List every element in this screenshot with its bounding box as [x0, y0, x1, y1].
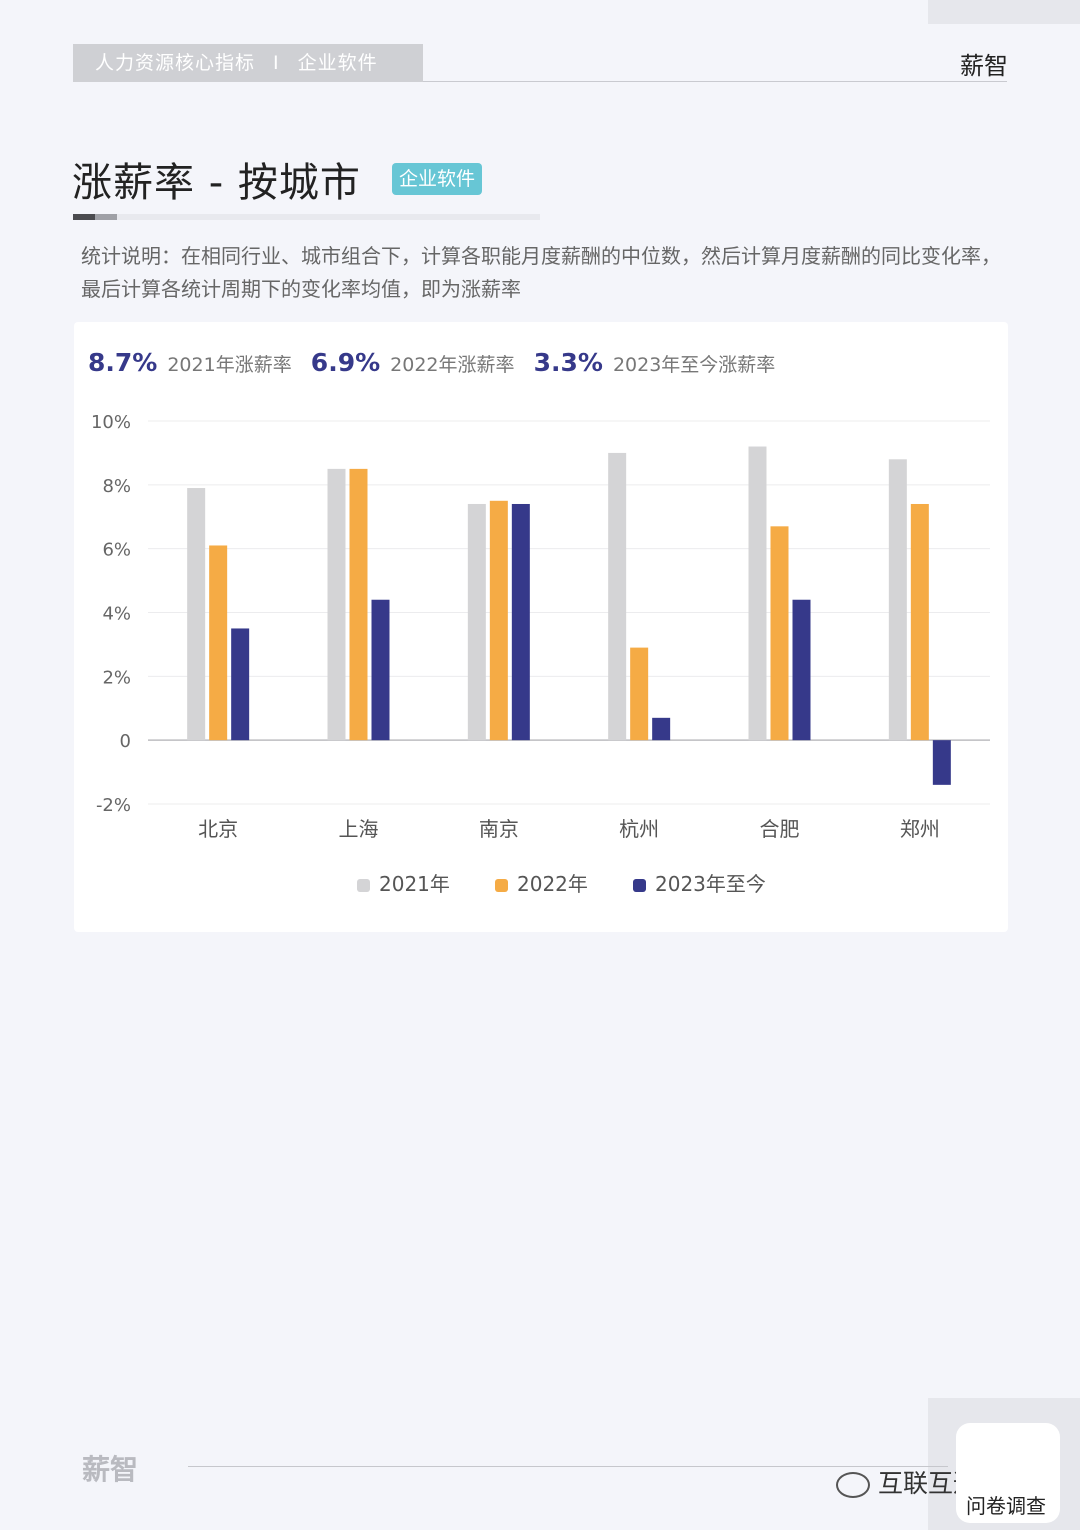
- bar-2022年-杭州: [630, 647, 649, 741]
- bar-2021年-北京: [187, 488, 206, 741]
- legend-label: 2023年至今: [655, 872, 766, 896]
- corner-decoration-top: [928, 0, 1080, 24]
- stat-2022-value: 6.9%: [310, 348, 381, 377]
- legend-swatch: [633, 879, 646, 892]
- bar-2021年-南京: [467, 503, 486, 741]
- stat-2023-label: 2023年至今涨薪率: [612, 354, 776, 376]
- bar-2022年-合肥: [770, 526, 789, 741]
- salary-increase-bar-chart: 10% 8% 6% 4% 2% 0 -2% 北京 上海 南京 杭州 合肥 郑州 2021年 2022年 202…: [91, 412, 990, 896]
- legend-swatch: [495, 879, 508, 892]
- bar-2021年-郑州: [888, 459, 907, 741]
- bar-2021年-合肥: [748, 446, 767, 741]
- y-tick-label: 2%: [102, 667, 131, 688]
- x-category-label: 杭州: [619, 817, 659, 841]
- bar-2022年-南京: [489, 500, 508, 741]
- underline-accent-dark: [73, 214, 95, 220]
- survey-panel[interactable]: [956, 1423, 1060, 1523]
- bar-2021年-杭州: [608, 452, 627, 741]
- legend-label: 2021年: [379, 872, 450, 896]
- y-tick-label: -2%: [96, 795, 131, 816]
- brand-name: 薪智: [960, 52, 1008, 80]
- footer-divider: [188, 1466, 948, 1467]
- y-tick-label: 0: [120, 731, 131, 752]
- legend-label: 2022年: [517, 872, 588, 896]
- x-category-label: 合肥: [760, 817, 800, 841]
- y-tick-label: 10%: [91, 412, 131, 433]
- bar-2022年-郑州: [910, 503, 929, 741]
- chart-card: 8.7% 2021年涨薪率 6.9% 2022年涨薪率 3.3% 2023年至今涨薪率…: [74, 322, 1008, 932]
- header-separator: I: [273, 52, 280, 74]
- bar-2023年至今-合肥: [792, 599, 811, 741]
- x-category-label: 北京: [198, 817, 238, 841]
- bar-2021年-上海: [327, 468, 346, 741]
- statistics-description: 统计说明：在相同行业、城市组合下，计算各职能月度薪酬的中位数，然后计算月度薪酬的…: [81, 244, 1001, 301]
- bar-2022年-北京: [209, 545, 228, 741]
- category-badge: 企业软件: [392, 163, 483, 195]
- x-category-label: 郑州: [900, 817, 940, 841]
- x-category-label: 上海: [339, 817, 379, 841]
- summary-stats: 8.7% 2021年涨薪率 6.9% 2022年涨薪率 3.3% 2023年至今涨薪率: [88, 348, 789, 377]
- bar-2023年至今-郑州: [932, 740, 951, 785]
- y-tick-label: 6%: [102, 540, 131, 561]
- bar-2022年-上海: [349, 468, 368, 741]
- header-section-label: 人力资源核心指标: [95, 52, 256, 74]
- bar-2023年至今-杭州: [652, 717, 671, 741]
- underline-accent-mid: [95, 214, 117, 220]
- y-tick-label: 4%: [102, 604, 131, 625]
- header-section-bar: 人力资源核心指标 I 企业软件: [73, 44, 423, 82]
- stat-2022-label: 2022年涨薪率: [390, 354, 515, 376]
- header-category-label: 企业软件: [297, 52, 378, 74]
- header-divider: [423, 81, 1007, 82]
- stat-2021-value: 8.7%: [88, 348, 158, 377]
- x-category-label: 南京: [479, 817, 519, 841]
- y-tick-label: 8%: [102, 476, 131, 497]
- legend-swatch: [357, 879, 370, 892]
- bar-2023年至今-北京: [231, 628, 250, 741]
- survey-button[interactable]: 问卷调查: [966, 1494, 1046, 1518]
- wechat-icon: [836, 1472, 870, 1498]
- bar-2023年至今-南京: [511, 503, 530, 741]
- title-underline: [73, 214, 540, 220]
- bar-2023年至今-上海: [371, 599, 390, 741]
- footer-logo: 薪智: [82, 1453, 139, 1486]
- page-title: 涨薪率 - 按城市: [72, 160, 361, 206]
- stat-2021-label: 2021年涨薪率: [167, 354, 292, 376]
- stat-2023-value: 3.3%: [533, 348, 603, 377]
